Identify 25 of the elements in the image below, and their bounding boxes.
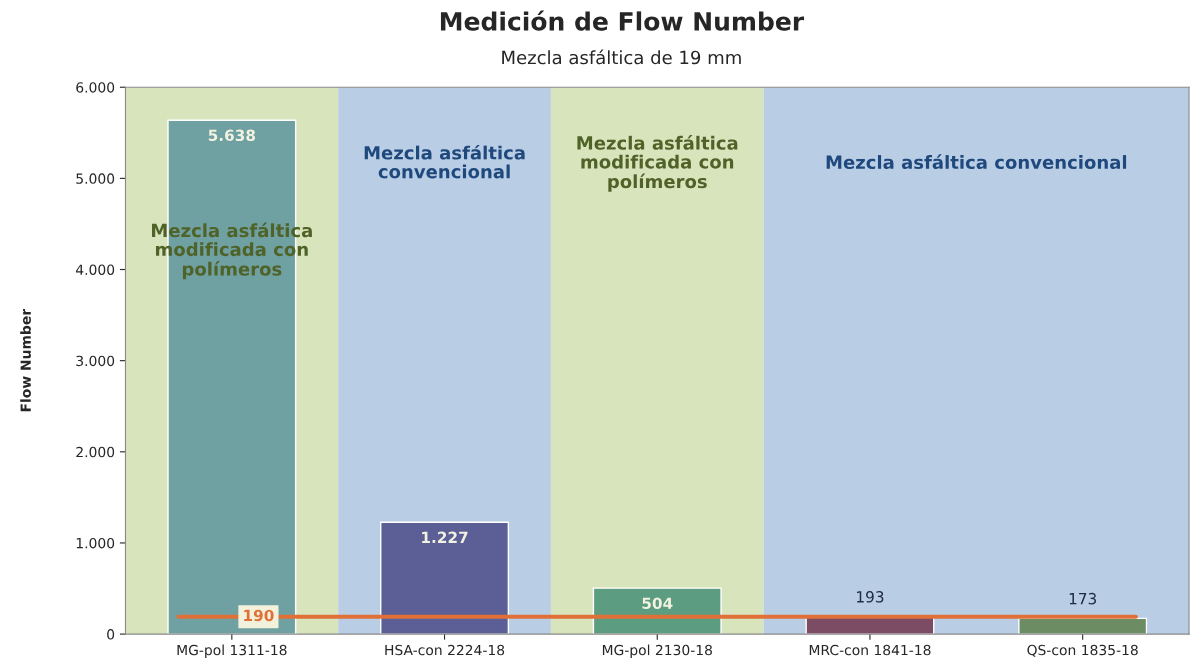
y-axis-title: Flow Number [20,308,31,412]
data-label: 1.227 [422,531,468,543]
data-label: 504 [642,597,673,609]
y-tick-label: 1.000 [76,537,115,549]
data-label: 173 [1069,592,1097,605]
y-tick-label: 5.000 [76,173,115,184]
band-label: Mezcla asfáltica convencional [826,154,1127,170]
data-label: 5.638 [208,129,256,142]
y-tick-label: 3.000 [76,355,115,367]
y-tick-label: 6.000 [76,82,115,93]
x-tick-label: HSA-con 2224-18 [385,644,505,656]
y-tick-label: 0 [107,629,115,640]
band-label: Mezcla asfáltica convencional [364,144,525,179]
ref-line-label: 190 [244,609,274,622]
data-label: 193 [857,591,884,603]
y-tick-label: 4.000 [75,264,115,275]
chart-subtitle: Mezcla asfáltica de 19 mm [502,49,741,65]
y-tick-label: 2.000 [76,446,115,458]
x-tick-label: MG-pol 1311-18 [177,644,287,658]
chart-title: Medición de Flow Number [440,10,805,31]
bar [380,521,510,635]
x-tick-label: MG-pol 2130-18 [602,644,712,658]
band-label: Mezcla asfáltica modificada con polímeros [577,135,738,192]
x-tick-label: QS-con 1835-18 [1027,644,1138,657]
x-tick-label: MRC-con 1841-18 [809,644,931,656]
